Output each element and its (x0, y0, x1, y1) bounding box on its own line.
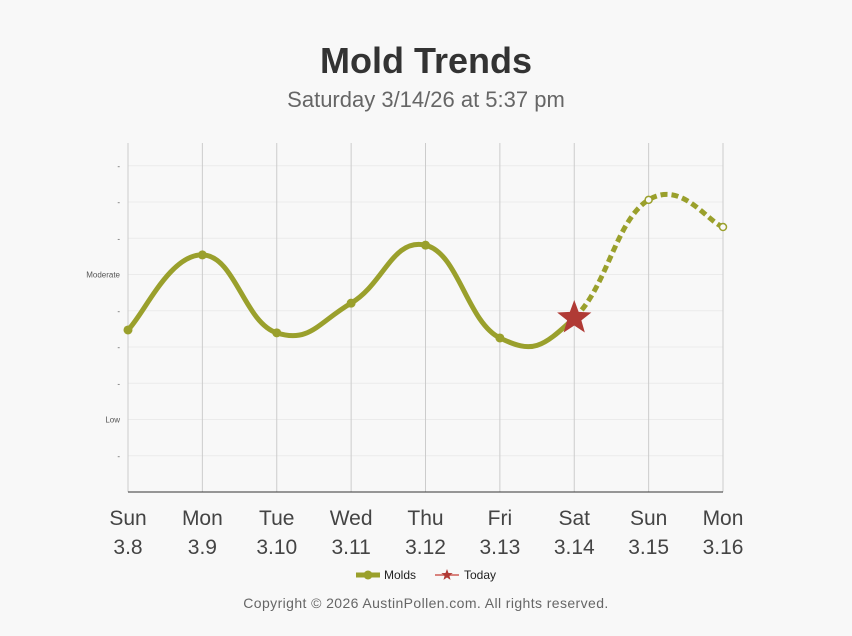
x-tick-day: Wed (330, 507, 373, 530)
series-line-forecast (572, 191, 725, 320)
today-star-marker (557, 300, 592, 333)
data-point (495, 333, 505, 343)
y-tick-label: - (117, 307, 120, 316)
x-tick-date: 3.14 (554, 536, 595, 559)
y-tick-label: - (117, 379, 120, 388)
data-point (197, 250, 207, 260)
legend-today-label: Today (464, 568, 496, 582)
y-tick-label: - (117, 198, 120, 207)
x-tick-day: Mon (182, 507, 223, 530)
data-point (123, 325, 133, 335)
x-tick-date: 3.9 (188, 536, 217, 559)
y-tick-label: - (117, 343, 120, 352)
x-tick-day: Sun (630, 507, 667, 530)
x-tick-date: 3.15 (628, 536, 669, 559)
x-tick-day: Mon (703, 507, 744, 530)
x-tick-day: Sun (109, 507, 146, 530)
y-tick-label: Moderate (86, 271, 120, 280)
data-point (421, 240, 430, 250)
data-point (718, 222, 728, 232)
x-tick-day: Tue (259, 507, 294, 530)
x-tick-date: 3.12 (405, 536, 446, 559)
x-tick-day: Sat (558, 507, 590, 530)
chart-subtitle: Saturday 3/14/26 at 5:37 pm (287, 87, 565, 112)
legend-molds-label: Molds (384, 568, 416, 582)
x-tick-day: Fri (488, 507, 513, 530)
data-point (346, 298, 356, 308)
x-tick-date: 3.16 (703, 536, 744, 559)
chart-title: Mold Trends (319, 40, 532, 81)
data-point (644, 195, 653, 205)
legend-molds-marker (363, 570, 373, 580)
y-tick-label: - (117, 452, 120, 461)
x-tick-date: 3.10 (256, 536, 297, 559)
data-point (272, 328, 282, 338)
y-tick-label: - (117, 234, 120, 243)
x-tick-day: Thu (407, 507, 443, 530)
x-tick-date: 3.8 (113, 536, 142, 559)
x-tick-date: 3.13 (479, 536, 520, 559)
legend-today-star-icon (441, 569, 453, 580)
x-tick-date: 3.11 (331, 536, 370, 559)
copyright-footer: Copyright © 2026 AustinPollen.com. All r… (243, 595, 609, 611)
y-tick-label: - (117, 162, 120, 171)
y-tick-label: Low (105, 416, 120, 425)
